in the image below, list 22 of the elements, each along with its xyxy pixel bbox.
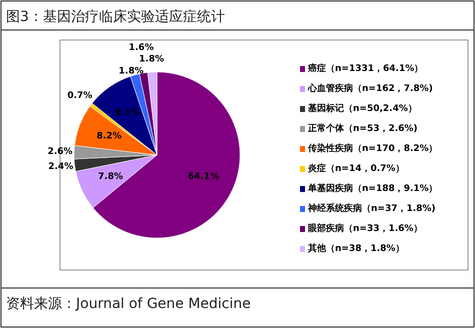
legend-label: 正常个体（n=53，2.6%): [307, 123, 418, 134]
data-label: 9.1%: [114, 108, 140, 118]
data-label: 8.2%: [96, 131, 122, 142]
data-label: 2.6%: [48, 146, 73, 157]
legend-label: 基因标记（n=50,2.4%）: [307, 103, 417, 114]
legend-label: 心血管疾病（n=162，7.8%): [307, 83, 433, 94]
legend-label: 炎症（n=14，0.7%）: [307, 163, 404, 174]
data-label: 1.8%: [139, 54, 164, 64]
chart-title: 图3：基因治疗临床实验适应症统计: [6, 9, 225, 25]
text: 资料来源：Journal of Gene Medicine: [6, 296, 251, 312]
data-label: 0.7%: [67, 91, 92, 102]
legend-label: 传染性疾病（n=170，8.2%）: [307, 143, 438, 154]
data-label: 1.8%: [118, 66, 144, 76]
data-label: 64.1%: [188, 172, 220, 182]
legend-label: 癌症（n=1331，64.1%）: [307, 63, 424, 74]
legend-label: 眼部疾病（n=33，1.6%）: [308, 223, 422, 234]
data-label: 7.8%: [98, 172, 124, 182]
legend-label: 神经系统疾病（n=37，1.8%): [307, 203, 436, 214]
legend-label: 单基因疾病（n=188，9.1%）: [307, 183, 438, 194]
data-label: 1.6%: [128, 43, 154, 54]
data-label: 2.4%: [48, 162, 74, 172]
legend-label: 其他（n=38，1.8%）: [307, 243, 404, 254]
